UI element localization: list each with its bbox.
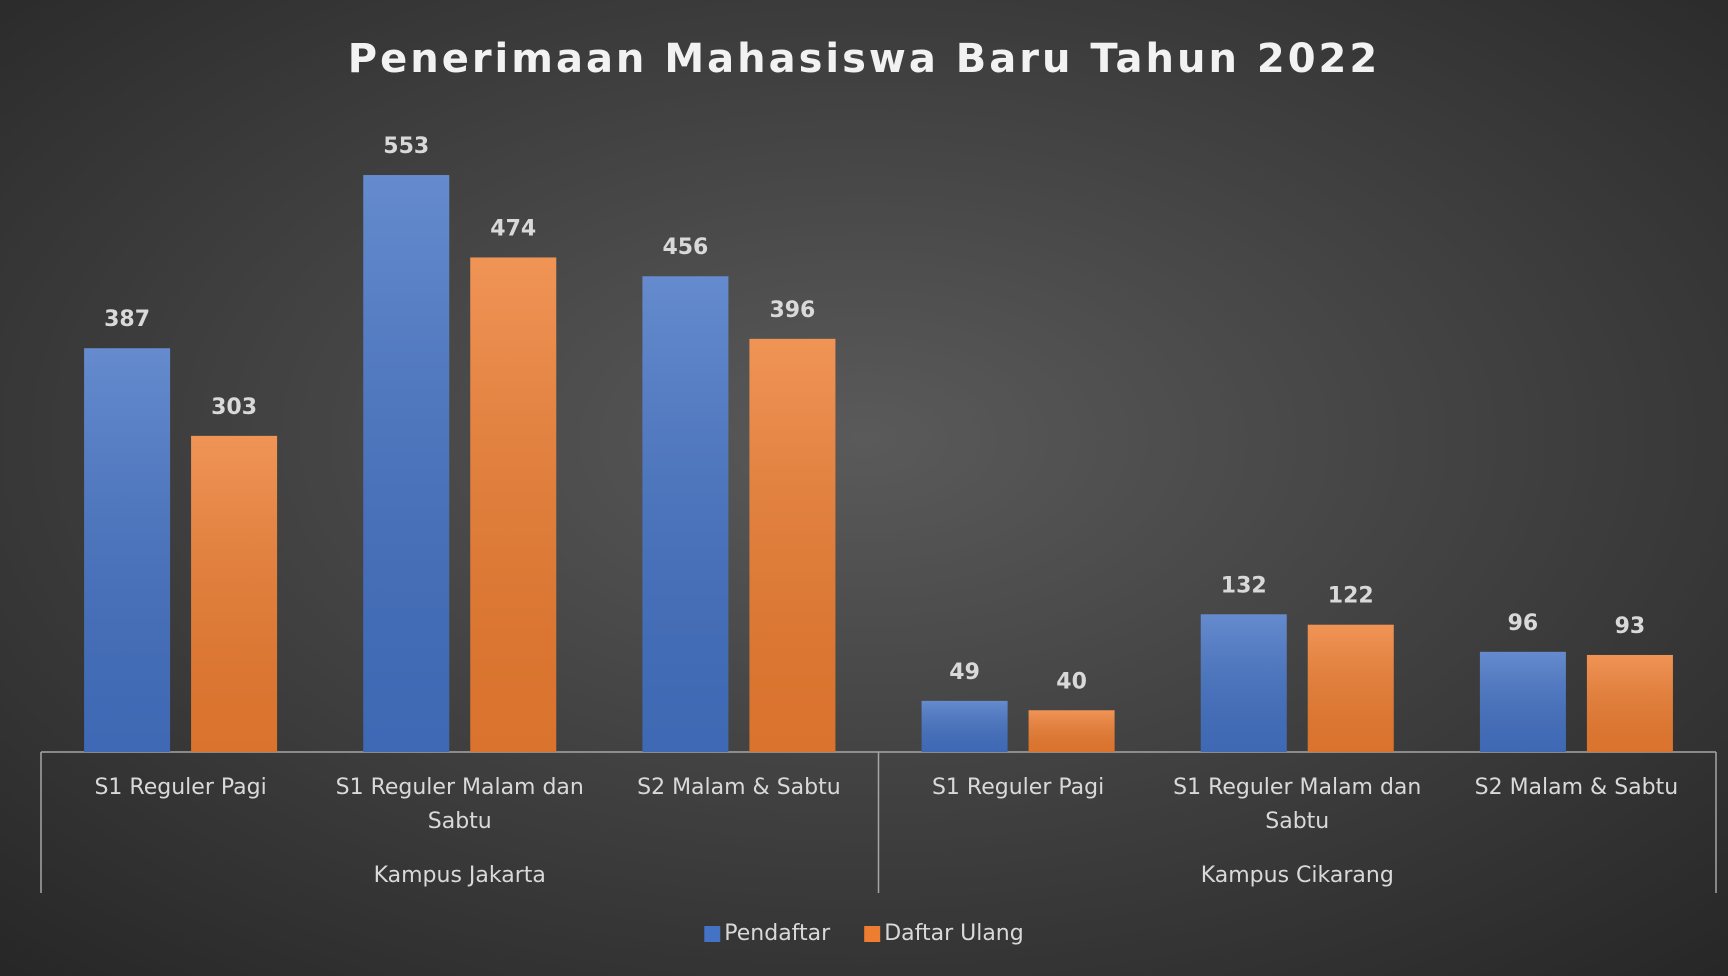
bar [642,276,729,752]
bar [1479,651,1566,752]
legend-swatch [704,926,721,942]
data-label: 303 [211,395,257,420]
data-label: 40 [1056,669,1087,694]
legend-label: Pendaftar [724,921,831,946]
bar [1028,710,1115,752]
data-label: 122 [1328,584,1374,609]
data-label: 456 [662,235,708,260]
x-tick-label: S1 Reguler Malam dan Sabtu [1173,775,1421,834]
data-label: 387 [104,307,150,332]
bar [470,257,557,752]
group-label: Kampus Cikarang [1201,863,1394,888]
bar [749,338,836,752]
x-tick-label: S1 Reguler Malam dan Sabtu [336,775,584,834]
data-label: 553 [383,134,429,159]
data-label: 96 [1508,611,1539,636]
legend-swatch [864,926,881,942]
bar [1200,614,1287,752]
bar [191,435,278,752]
bar [1586,654,1673,752]
x-tick-label: S2 Malam & Sabtu [637,775,841,800]
data-label: 396 [769,298,815,323]
data-label: 93 [1615,614,1646,639]
bar [363,175,450,752]
x-tick-label: S1 Reguler Pagi [94,775,266,800]
bar [921,700,1008,752]
group-label: Kampus Jakarta [374,863,546,888]
data-label: 474 [490,216,536,241]
x-tick-label: S2 Malam & Sabtu [1475,775,1679,800]
legend-label: Daftar Ulang [884,921,1024,946]
x-tick-label: S1 Reguler Pagi [932,775,1104,800]
bar [84,348,171,752]
bar [1307,624,1394,752]
data-label: 49 [949,660,980,685]
data-label: 132 [1221,573,1267,598]
chart-title: Penerimaan Mahasiswa Baru Tahun 2022 [348,36,1380,82]
